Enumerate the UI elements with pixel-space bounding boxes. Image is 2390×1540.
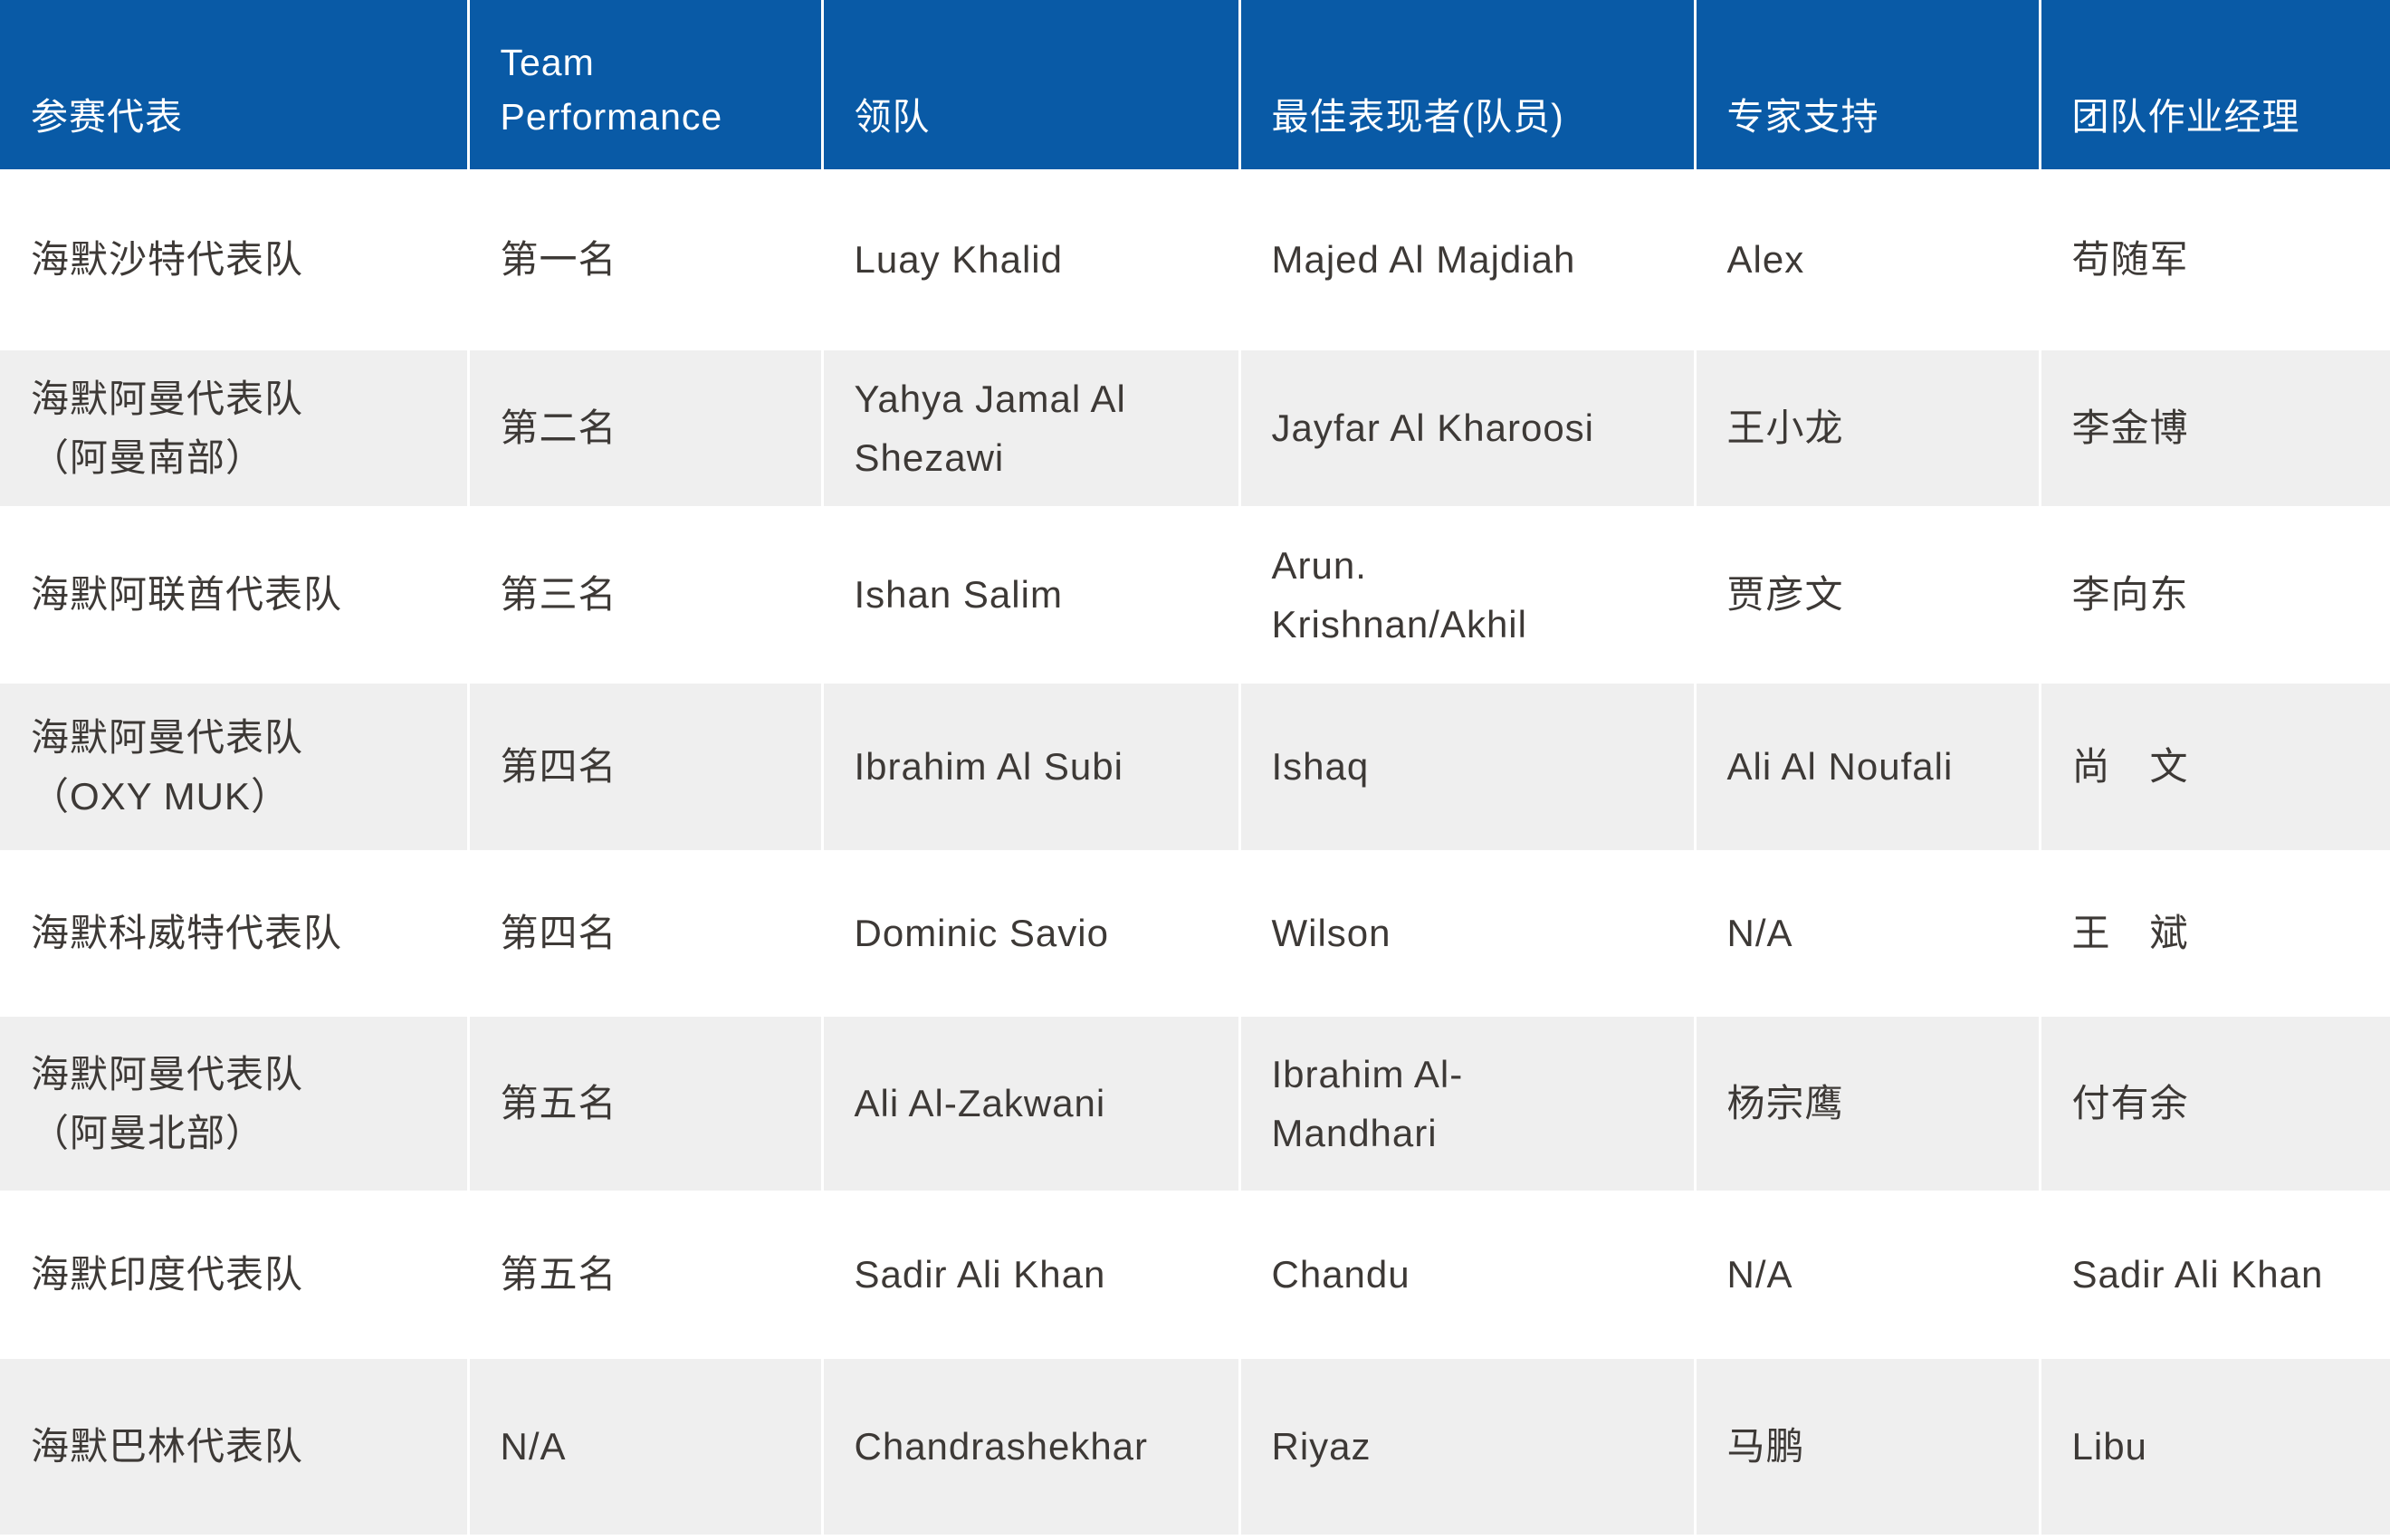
- cell-leader: Ali Al-Zakwani: [822, 1017, 1241, 1191]
- cell-leader: Luay Khalid: [822, 169, 1241, 350]
- cell-team: 海默沙特代表队: [0, 169, 470, 350]
- cell-operations_manager: Libu: [2040, 1359, 2390, 1540]
- cell-leader: Yahya Jamal Al Shezawi: [822, 350, 1241, 506]
- header-cell-expert_support: 专家支持: [1695, 0, 2041, 169]
- cell-operations_manager: 苟随军: [2040, 169, 2390, 350]
- table-body: 海默沙特代表队 第一名 Luay Khalid Majed Al Majdiah Ale…: [0, 169, 2390, 1540]
- cell-expert_support: N/A: [1695, 1191, 2041, 1359]
- cell-team: 海默科威特代表队: [0, 850, 470, 1017]
- cell-leader: Dominic Savio: [822, 850, 1241, 1017]
- cell-operations_manager: 王 斌: [2040, 850, 2390, 1017]
- cell-expert_support: 王小龙: [1695, 350, 2041, 506]
- cell-operations_manager: 尚 文: [2040, 684, 2390, 850]
- table-row: 海默印度代表队 第五名 Sadir Ali Khan Chandu N/A Sadir A…: [0, 1191, 2390, 1359]
- cell-leader: Sadir Ali Khan: [822, 1191, 1241, 1359]
- cell-best_performer: Riyaz: [1239, 1359, 1697, 1540]
- cell-best_performer: Arun. Krishnan/Akhil: [1239, 506, 1697, 684]
- cell-expert_support: 杨宗鹰: [1695, 1017, 2041, 1191]
- cell-operations_manager: 付有余: [2040, 1017, 2390, 1191]
- cell-performance: 第二名: [468, 350, 824, 506]
- cell-team: 海默阿曼代表队 （阿曼北部）: [0, 1017, 470, 1191]
- cell-performance: 第一名: [468, 169, 824, 350]
- cell-best_performer: Jayfar Al Kharoosi: [1239, 350, 1697, 506]
- cell-expert_support: Alex: [1695, 169, 2041, 350]
- cell-team: 海默巴林代表队: [0, 1359, 470, 1540]
- cell-performance: 第五名: [468, 1017, 824, 1191]
- cell-operations_manager: 李向东: [2040, 506, 2390, 684]
- header-cell-team: 参赛代表: [0, 0, 470, 169]
- cell-operations_manager: Sadir Ali Khan: [2040, 1191, 2390, 1359]
- header-cell-operations_manager: 团队作业经理: [2040, 0, 2390, 169]
- header-cell-leader: 领队: [822, 0, 1241, 169]
- cell-best_performer: Majed Al Majdiah: [1239, 169, 1697, 350]
- table-row: 海默阿曼代表队 （阿曼南部） 第二名 Yahya Jamal Al Shezawi J…: [0, 350, 2390, 506]
- cell-leader: Chandrashekhar: [822, 1359, 1241, 1540]
- header-cell-best_performer: 最佳表现者(队员): [1239, 0, 1697, 169]
- cell-expert_support: Ali Al Noufali: [1695, 684, 2041, 850]
- cell-team: 海默印度代表队: [0, 1191, 470, 1359]
- cell-team: 海默阿曼代表队 （OXY MUK）: [0, 684, 470, 850]
- cell-expert_support: N/A: [1695, 850, 2041, 1017]
- cell-performance: 第三名: [468, 506, 824, 684]
- cell-leader: Ishan Salim: [822, 506, 1241, 684]
- table-row: 海默阿曼代表队 （阿曼北部） 第五名 Ali Al-Zakwani Ibrahim A…: [0, 1017, 2390, 1191]
- table-header: 参赛代表 Team Performance 领队 最佳表现者(队员) 专家支持 团队作业经…: [0, 0, 2390, 169]
- cell-leader: Ibrahim Al Subi: [822, 684, 1241, 850]
- cell-best_performer: Chandu: [1239, 1191, 1697, 1359]
- table-row: 海默巴林代表队 N/A Chandrashekhar Riyaz 马鹏 Libu: [0, 1359, 2390, 1540]
- cell-best_performer: Ishaq: [1239, 684, 1697, 850]
- cell-best_performer: Ibrahim Al- Mandhari: [1239, 1017, 1697, 1191]
- table-row: 海默阿联酋代表队 第三名 Ishan Salim Arun. Krishnan/Akh…: [0, 506, 2390, 684]
- header-cell-performance: Team Performance: [468, 0, 824, 169]
- cell-best_performer: Wilson: [1239, 850, 1697, 1017]
- cell-performance: N/A: [468, 1359, 824, 1540]
- header-row: 参赛代表 Team Performance 领队 最佳表现者(队员) 专家支持 团队作业经…: [0, 0, 2390, 169]
- cell-team: 海默阿联酋代表队: [0, 506, 470, 684]
- table-row: 海默沙特代表队 第一名 Luay Khalid Majed Al Majdiah Ale…: [0, 169, 2390, 350]
- cell-performance: 第四名: [468, 684, 824, 850]
- cell-expert_support: 贾彦文: [1695, 506, 2041, 684]
- cell-team: 海默阿曼代表队 （阿曼南部）: [0, 350, 470, 506]
- cell-performance: 第四名: [468, 850, 824, 1017]
- cell-operations_manager: 李金博: [2040, 350, 2390, 506]
- table-row: 海默阿曼代表队 （OXY MUK） 第四名 Ibrahim Al Subi Ishaq…: [0, 684, 2390, 850]
- cell-performance: 第五名: [468, 1191, 824, 1359]
- cell-expert_support: 马鹏: [1695, 1359, 2041, 1540]
- table-row: 海默科威特代表队 第四名 Dominic Savio Wilson N/A 王 斌: [0, 850, 2390, 1017]
